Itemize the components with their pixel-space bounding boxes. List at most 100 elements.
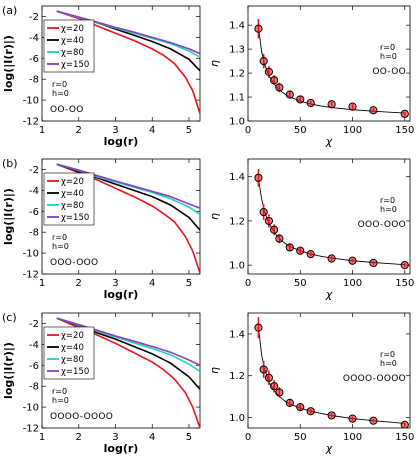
x-tick-label: 100 xyxy=(343,125,362,136)
x-tick-label: 0 xyxy=(245,278,251,289)
y-tick-label: -2 xyxy=(29,165,39,176)
y-tick-label: 1.0 xyxy=(229,117,245,128)
y-tick-label: -4 xyxy=(29,186,39,197)
x-tick-label: 4 xyxy=(149,278,155,289)
data-point xyxy=(270,225,279,234)
data-point xyxy=(254,24,263,33)
x-tick-label: 1 xyxy=(39,432,45,443)
data-point xyxy=(296,246,305,255)
x-tick-label: 3 xyxy=(112,432,118,443)
y-tick-label: 1.0 xyxy=(229,413,245,424)
x-tick-label: 50 xyxy=(294,432,307,443)
legend-label: χ=80 xyxy=(61,48,84,58)
annotation-r: r=0 xyxy=(380,350,395,359)
annotation-chain: OOO-OOO xyxy=(50,258,98,268)
y-tick-label: 1.2 xyxy=(229,69,245,80)
x-tick-label: 5 xyxy=(186,278,192,289)
data-point xyxy=(254,173,263,182)
legend-label: χ=40 xyxy=(61,189,84,199)
y-tick-label: -6 xyxy=(29,207,39,218)
annotation-r: r=0 xyxy=(380,43,395,52)
y-tick-label: 1.4 xyxy=(229,329,245,340)
x-tick-label: 3 xyxy=(112,278,118,289)
annotation-chain: OO-OO xyxy=(372,67,406,77)
y-tick-label: -2 xyxy=(29,319,39,330)
y-tick-label: 1.1 xyxy=(229,93,245,104)
x-tick-label: 100 xyxy=(343,432,362,443)
y-axis-label: η xyxy=(208,367,221,374)
data-point xyxy=(285,90,294,99)
data-point xyxy=(296,95,305,104)
y-tick-label: 1.3 xyxy=(229,45,245,56)
data-point xyxy=(306,407,315,416)
data-point xyxy=(264,216,274,226)
x-tick-label: 1 xyxy=(39,125,45,136)
y-tick-label: -10 xyxy=(23,403,39,414)
plot-area xyxy=(254,19,409,118)
y-axis-label: η xyxy=(208,60,221,67)
annotation-r: r=0 xyxy=(52,80,67,89)
x-tick-label: 5 xyxy=(186,125,192,136)
x-tick-label: 2 xyxy=(76,278,82,289)
y-tick-label: -6 xyxy=(29,54,39,65)
data-point xyxy=(306,98,315,108)
data-point xyxy=(327,100,336,109)
y-tick-label: -8 xyxy=(29,75,39,86)
y-tick-label: -8 xyxy=(29,382,39,393)
data-point xyxy=(348,102,357,111)
chart-panel-3: 1 2 3 4 5 -2 -4 -6 -8 -10 -12 log(r) log(|I(r)|) (b) χ… xyxy=(2,157,201,301)
data-point xyxy=(275,83,284,92)
x-tick-label: 2 xyxy=(76,432,82,443)
series-line xyxy=(56,317,200,367)
x-axis-label: χ xyxy=(325,442,333,455)
annotation-h: h=0 xyxy=(52,396,69,405)
y-axis-label: log(|I(r)|) xyxy=(2,35,15,92)
y-tick-label: -10 xyxy=(23,249,39,260)
plot-frame xyxy=(41,158,201,275)
x-axis-label: log(r) xyxy=(104,135,139,148)
x-tick-label: 100 xyxy=(343,278,362,289)
legend-label: χ=150 xyxy=(61,60,89,70)
y-axis-label: η xyxy=(208,213,221,220)
legend-label: χ=80 xyxy=(61,355,84,365)
data-point xyxy=(275,388,284,397)
plot-area xyxy=(254,317,409,428)
x-tick-label: 1 xyxy=(39,278,45,289)
y-tick-label: -12 xyxy=(23,270,39,281)
data-point xyxy=(369,106,378,115)
y-tick-label: -2 xyxy=(29,12,39,23)
x-tick-label: 150 xyxy=(395,278,414,289)
annotation-h: h=0 xyxy=(380,205,397,214)
x-tick-label: 0 xyxy=(245,432,251,443)
x-tick-label: 4 xyxy=(149,125,155,136)
y-tick-label: -12 xyxy=(23,117,39,128)
data-point xyxy=(270,76,279,85)
data-point xyxy=(259,365,268,374)
data-point xyxy=(275,234,284,243)
data-point xyxy=(254,323,263,332)
data-point xyxy=(400,420,409,428)
data-point xyxy=(296,402,305,412)
annotation-chain: OOOO-OOOO xyxy=(343,374,406,384)
annotation-r: r=0 xyxy=(380,196,395,205)
x-axis-label: log(r) xyxy=(104,288,139,301)
data-point xyxy=(264,67,274,76)
y-axis-label: log(|I(r)|) xyxy=(2,188,15,245)
y-tick-label: 1.2 xyxy=(229,216,245,227)
chart-panel-4: 0 50 100 150 1.0 1.2 1.4 χ η r=0h=0 OOO-OOO xyxy=(208,158,414,301)
data-point xyxy=(264,373,274,382)
annotation-chain: OO-OO xyxy=(50,105,84,115)
data-point xyxy=(348,256,357,265)
legend-label: χ=20 xyxy=(61,24,84,34)
data-point xyxy=(400,261,409,270)
x-tick-label: 150 xyxy=(395,432,414,443)
y-tick-label: 1.2 xyxy=(229,371,245,382)
chart-panel-2: 0 50 100 150 1.0 1.1 1.2 1.3 1.4 χ η r=0h=0 OO-OO xyxy=(208,5,414,148)
x-tick-label: 4 xyxy=(149,432,155,443)
y-tick-label: 1.4 xyxy=(229,21,245,32)
data-point xyxy=(259,57,268,66)
data-point xyxy=(369,258,378,268)
x-tick-label: 50 xyxy=(294,125,307,136)
data-point xyxy=(285,398,294,408)
